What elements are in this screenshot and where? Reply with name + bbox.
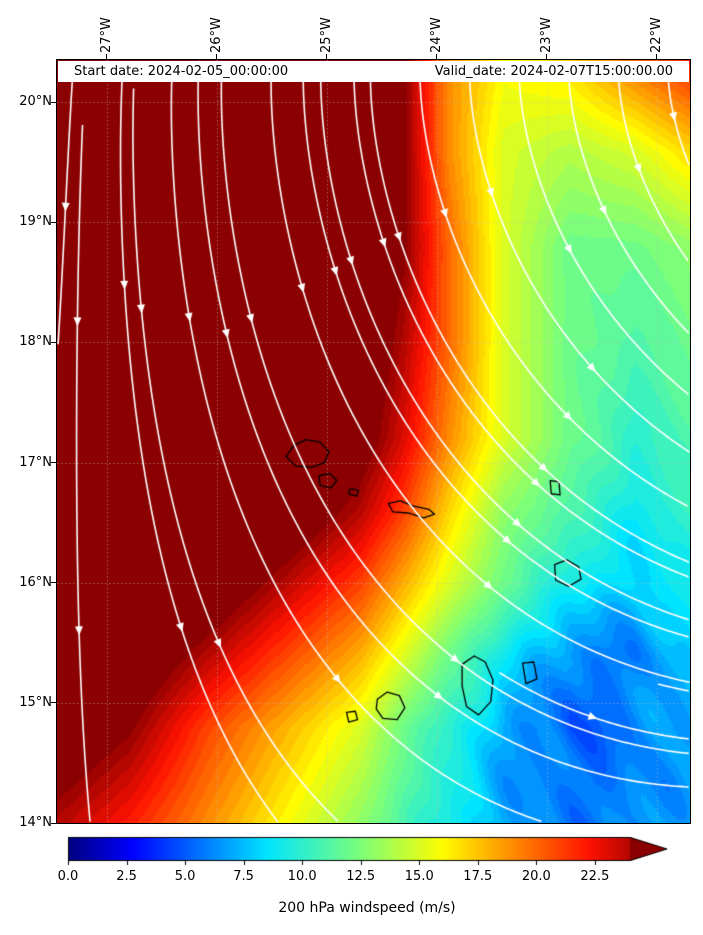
colorbar-label: 200 hPa windspeed (m/s) [278, 900, 456, 916]
y-tick-mark [51, 822, 56, 824]
x-tick-mark [656, 54, 658, 59]
x-tick-label: 22°W [648, 17, 664, 53]
y-tick-mark [51, 702, 56, 704]
date-band: Start date: 2024-02-05_00:00:00 Valid_da… [58, 61, 689, 82]
x-tick-label: 25°W [318, 17, 334, 53]
y-tick-mark [51, 221, 56, 223]
colorbar-tick-label: 10.0 [287, 869, 317, 884]
x-tick-label: 24°W [428, 17, 444, 53]
colorbar [57, 836, 690, 868]
x-tick-label: 27°W [98, 17, 114, 53]
x-tick-mark [326, 54, 328, 59]
x-tick-mark [216, 54, 218, 59]
colorbar-tick-label: 7.5 [233, 869, 254, 884]
x-tick-label: 23°W [538, 17, 554, 53]
y-tick-mark [51, 462, 56, 464]
colorbar-tick-label: 20.0 [521, 869, 551, 884]
x-tick-mark [546, 54, 548, 59]
y-tick-label: 16°N [19, 574, 52, 590]
y-tick-mark [51, 582, 56, 584]
colorbar-tick-label: 15.0 [404, 869, 434, 884]
colorbar-tick-label: 12.5 [346, 869, 376, 884]
colorbar-tick-label: 2.5 [116, 869, 137, 884]
colorbar-tick-label: 17.5 [463, 869, 493, 884]
y-tick-label: 17°N [19, 454, 52, 470]
y-tick-label: 15°N [19, 694, 52, 710]
valid-date-label: Valid_date: 2024-02-07T15:00:00.00 [434, 64, 673, 79]
x-tick-label: 26°W [208, 17, 224, 53]
map-plot-area: Start date: 2024-02-05_00:00:00 Valid_da… [56, 59, 691, 824]
x-tick-mark [436, 54, 438, 59]
colorbar-tick-label: 5.0 [174, 869, 196, 884]
y-tick-label: 19°N [19, 214, 52, 230]
y-tick-label: 18°N [19, 334, 52, 350]
y-tick-label: 14°N [19, 815, 52, 830]
y-tick-label: 20°N [19, 94, 52, 110]
y-tick-mark [51, 101, 56, 103]
start-date-label: Start date: 2024-02-05_00:00:00 [74, 64, 289, 79]
windspeed-map-canvas [57, 60, 690, 823]
colorbar-tick-label: 0.0 [57, 869, 79, 884]
y-tick-mark [51, 341, 56, 343]
x-tick-mark [106, 54, 108, 59]
colorbar-tick-label: 22.5 [580, 869, 610, 884]
